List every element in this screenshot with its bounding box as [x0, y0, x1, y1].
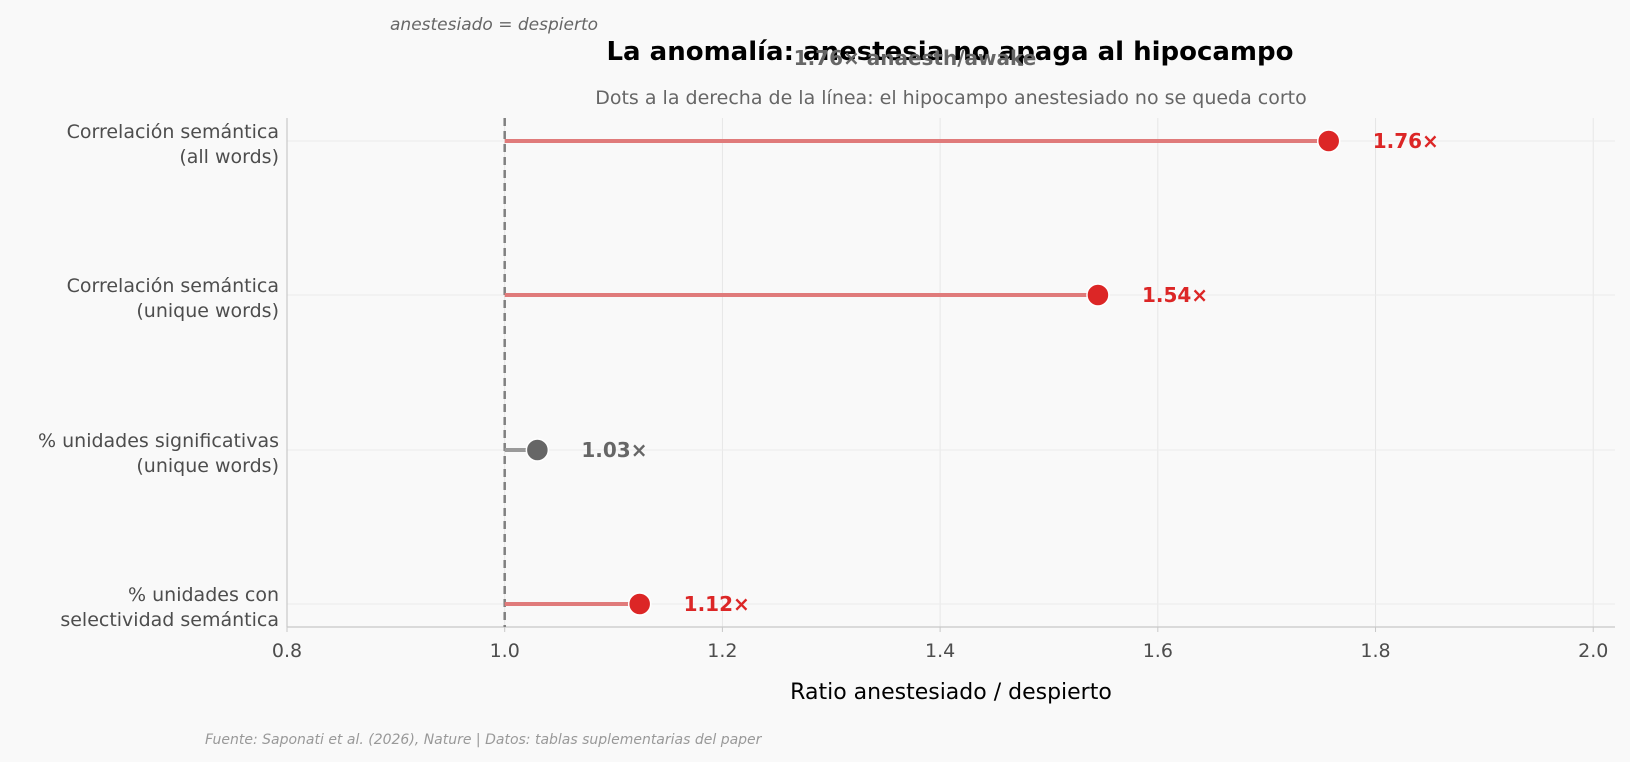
grid-lines: [286, 118, 1615, 627]
category-label-3-line1: % unidades con: [128, 584, 279, 606]
reference-annotation: anestesiado = despierto: [390, 15, 598, 35]
x-tick-label-6: 2.0: [1578, 640, 1608, 662]
category-label-0-line2: (all words): [179, 146, 279, 168]
value-label-1: 1.54×: [1142, 283, 1208, 307]
dot-3: [627, 592, 652, 616]
x-tick-label-2: 1.2: [707, 640, 737, 662]
chart-title: La anomalía: anestesia no apaga al hipoc…: [606, 37, 1293, 67]
value-label-3: 1.12×: [684, 592, 750, 616]
value-label-0: 1.76×: [1373, 129, 1439, 153]
x-tick-labels: 0.8 1.0 1.2 1.4 1.6 1.8 2.0: [272, 627, 1608, 662]
x-tick-label-4: 1.6: [1143, 640, 1173, 662]
axes: [286, 118, 1615, 628]
category-label-0-line1: Correlación semántica: [67, 121, 279, 143]
source-note: Fuente: Saponati et al. (2026), Nature |…: [205, 732, 763, 748]
overlay-label: 1.76× anaesth/awake: [794, 46, 1037, 70]
x-tick-label-1: 1.0: [490, 640, 520, 662]
chart-subtitle: Dots a la derecha de la línea: el hipoca…: [595, 87, 1307, 109]
category-label-2-line1: % unidades significativas: [38, 430, 279, 452]
lollipop-marks: 1.76× 1.54× 1.03× 1.12×: [504, 129, 1439, 616]
category-label-2-line2: (unique words): [136, 455, 279, 477]
x-tick-label-0: 0.8: [272, 640, 302, 662]
dot-0: [1316, 129, 1341, 153]
category-label-1-line1: Correlación semántica: [67, 275, 279, 297]
dot-2: [525, 438, 550, 462]
category-label-3-line2: selectividad semántica: [60, 609, 279, 631]
category-label-1-line2: (unique words): [136, 300, 279, 322]
value-label-2: 1.03×: [581, 438, 647, 462]
x-tick-label-3: 1.4: [925, 640, 955, 662]
x-axis-label: Ratio anestesiado / despierto: [790, 680, 1112, 705]
x-tick-label-5: 1.8: [1360, 640, 1390, 662]
category-labels: Correlación semántica (all words) Correlac…: [38, 121, 279, 631]
dot-1: [1086, 283, 1110, 307]
